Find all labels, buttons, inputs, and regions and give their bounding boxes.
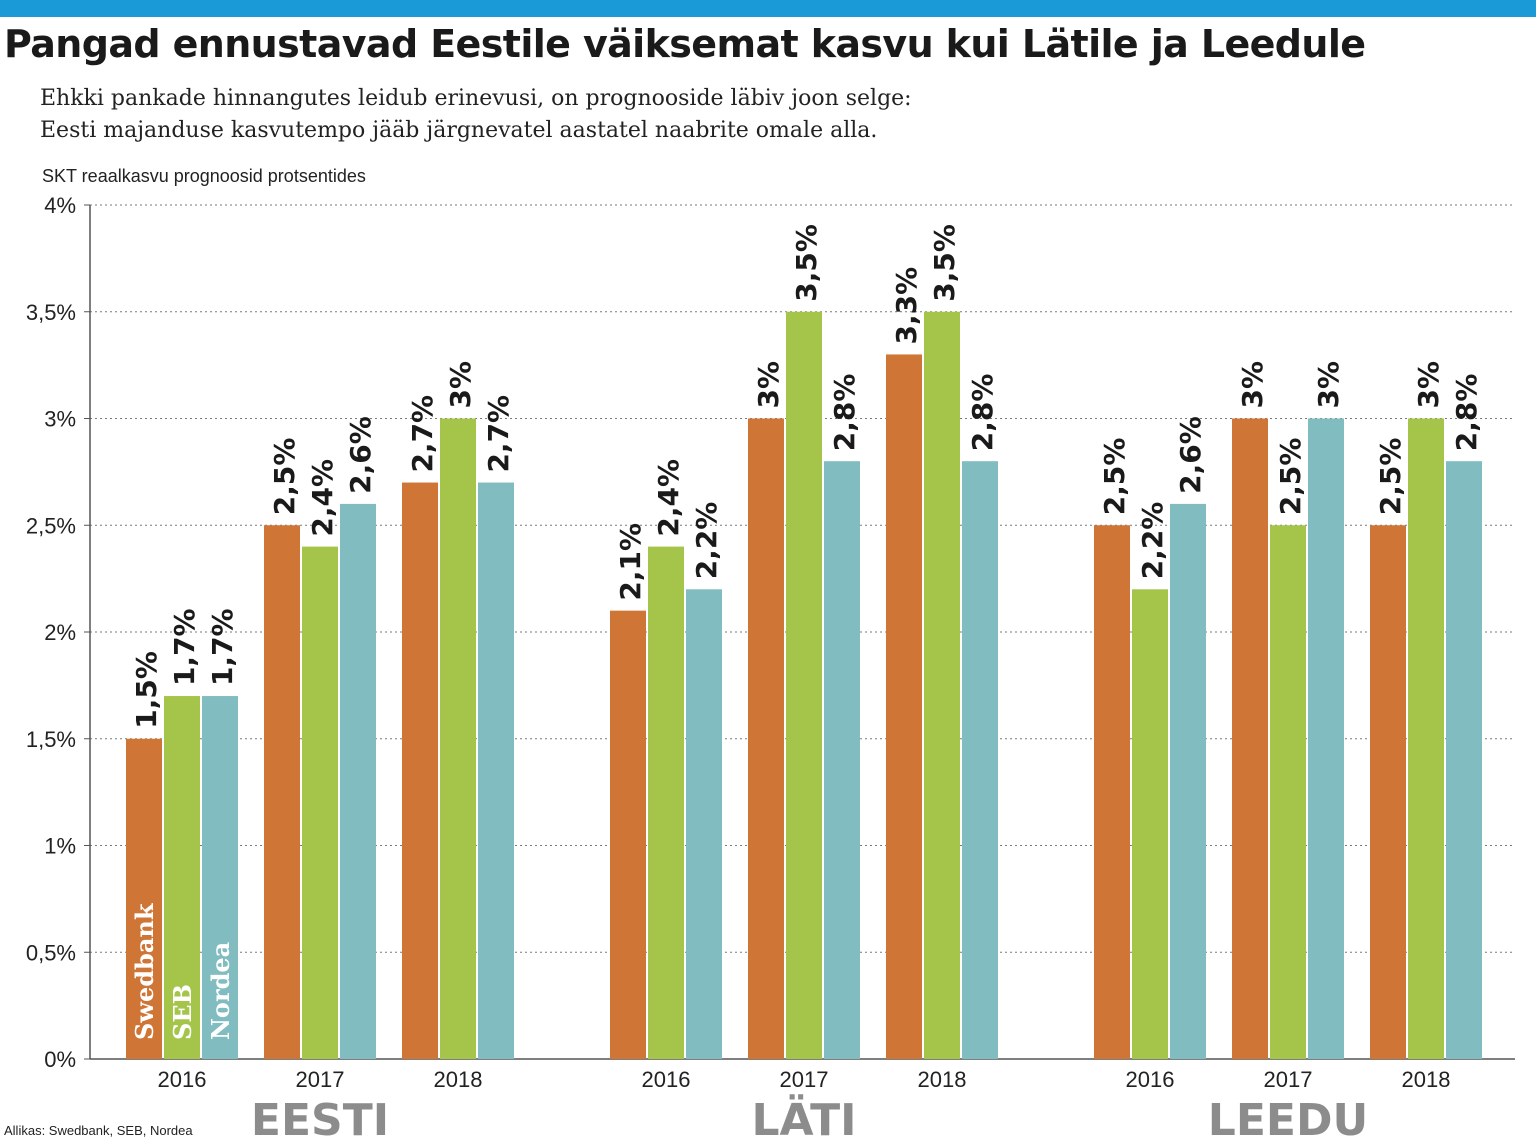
bar (164, 696, 200, 1059)
y-tick-label: 1% (44, 834, 76, 859)
data-label: 3% (444, 361, 477, 409)
data-label: 1,7% (206, 608, 239, 686)
chart-title: Pangad ennustavad Eestile väiksemat kasv… (4, 22, 1366, 66)
accent-bar (0, 0, 1536, 17)
legend-label: Nordea (206, 942, 235, 1040)
y-tick-label: 1,5% (26, 727, 76, 752)
y-tick-label: 2% (44, 620, 76, 645)
data-label: 1,7% (168, 608, 201, 686)
x-tick-label: 2018 (1402, 1067, 1451, 1092)
bar (886, 354, 922, 1059)
bar (748, 418, 784, 1059)
group-label: EESTI (251, 1095, 389, 1141)
data-label: 2,1% (614, 523, 647, 601)
bar (440, 418, 476, 1059)
legend-label: Swedbank (130, 902, 159, 1040)
x-tick-label: 2017 (780, 1067, 829, 1092)
y-tick-label: 0% (44, 1047, 76, 1072)
data-label: 2,5% (268, 438, 301, 516)
bar (1370, 525, 1406, 1059)
bar (1132, 589, 1168, 1059)
y-tick-label: 3% (44, 407, 76, 432)
group-label: LEEDU (1208, 1095, 1368, 1141)
bar (126, 738, 162, 1059)
data-label: 3% (1236, 361, 1269, 409)
bar (1446, 461, 1482, 1059)
bar (1270, 525, 1306, 1059)
bar (202, 696, 238, 1059)
data-label: 3% (1312, 361, 1345, 409)
data-label: 2,8% (828, 374, 861, 452)
data-label: 2,8% (966, 374, 999, 452)
data-label: 1,5% (130, 651, 163, 729)
data-label: 2,4% (306, 459, 339, 537)
legend-label: SEB (168, 984, 197, 1040)
data-label: 2,5% (1374, 438, 1407, 516)
bar (1232, 418, 1268, 1059)
data-label: 2,7% (406, 395, 439, 473)
y-tick-label: 0,5% (26, 940, 76, 965)
x-tick-label: 2016 (642, 1067, 691, 1092)
y-tick-label: 4% (44, 193, 76, 218)
bar (1308, 418, 1344, 1059)
data-label: 2,5% (1274, 438, 1307, 516)
data-label: 2,2% (1136, 502, 1169, 580)
data-label: 2,2% (690, 502, 723, 580)
bar (610, 610, 646, 1059)
bar (1170, 503, 1206, 1059)
data-label: 2,5% (1098, 438, 1131, 516)
data-label: 3,3% (890, 267, 923, 345)
data-label: 2,6% (344, 416, 377, 494)
x-tick-label: 2016 (1126, 1067, 1175, 1092)
subtitle-line-1: Ehkki pankade hinnangutes leidub erinevu… (40, 86, 912, 111)
bar (924, 311, 960, 1059)
bar (686, 589, 722, 1059)
subtitle-line-2: Eesti majanduse kasvutempo jääb järgneva… (40, 118, 878, 143)
data-label: 2,6% (1174, 416, 1207, 494)
data-label: 2,8% (1450, 374, 1483, 452)
source-note: Allikas: Swedbank, SEB, Nordea (4, 1123, 193, 1138)
bar (824, 461, 860, 1059)
x-tick-label: 2016 (158, 1067, 207, 1092)
y-tick-label: 2,5% (26, 513, 76, 538)
x-tick-label: 2017 (296, 1067, 345, 1092)
data-label: 2,4% (652, 459, 685, 537)
bar (402, 482, 438, 1059)
bar (340, 503, 376, 1059)
data-label: 3% (752, 361, 785, 409)
y-tick-label: 3,5% (26, 300, 76, 325)
bar (478, 482, 514, 1059)
data-label: 2,7% (482, 395, 515, 473)
x-tick-label: 2018 (918, 1067, 967, 1092)
data-label: 3% (1412, 361, 1445, 409)
x-tick-label: 2017 (1264, 1067, 1313, 1092)
bar (962, 461, 998, 1059)
bar (302, 546, 338, 1059)
bar (264, 525, 300, 1059)
bar (1408, 418, 1444, 1059)
data-label: 3,5% (790, 224, 823, 302)
group-label: LÄTI (751, 1093, 856, 1141)
bar (1094, 525, 1130, 1059)
data-label: 3,5% (928, 224, 961, 302)
x-tick-label: 2018 (434, 1067, 483, 1092)
bar (786, 311, 822, 1059)
bar (648, 546, 684, 1059)
y-unit-label: SKT reaalkasvu prognoosid protsentides (42, 166, 366, 186)
